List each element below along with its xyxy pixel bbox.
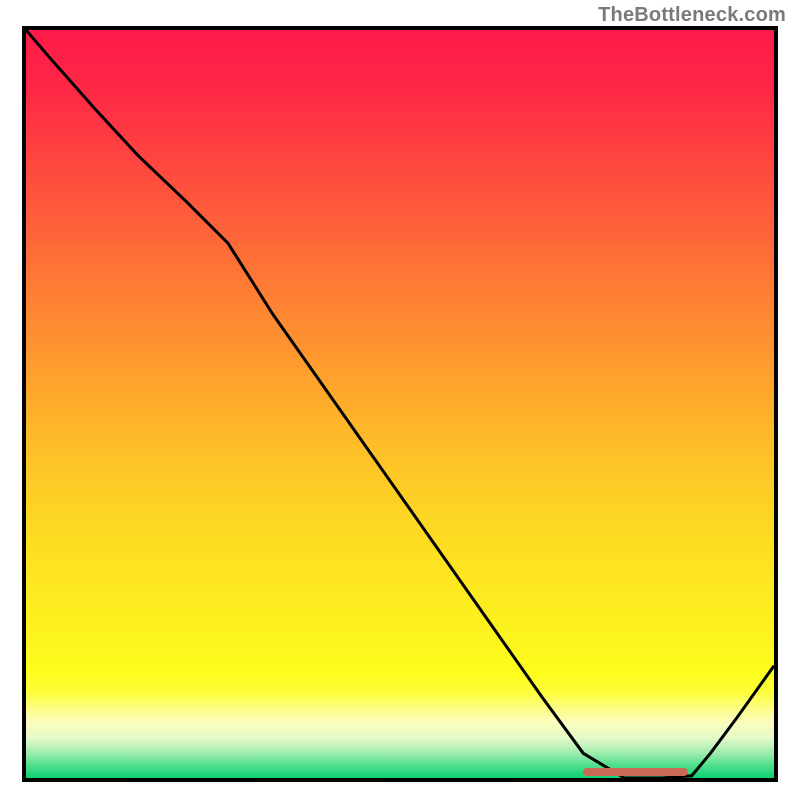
plot-frame bbox=[22, 26, 778, 782]
watermark-text: TheBottleneck.com bbox=[598, 4, 786, 27]
floor-highlight-band bbox=[583, 768, 688, 776]
data-line bbox=[26, 30, 774, 778]
chart-container: TheBottleneck.com bbox=[0, 0, 800, 800]
